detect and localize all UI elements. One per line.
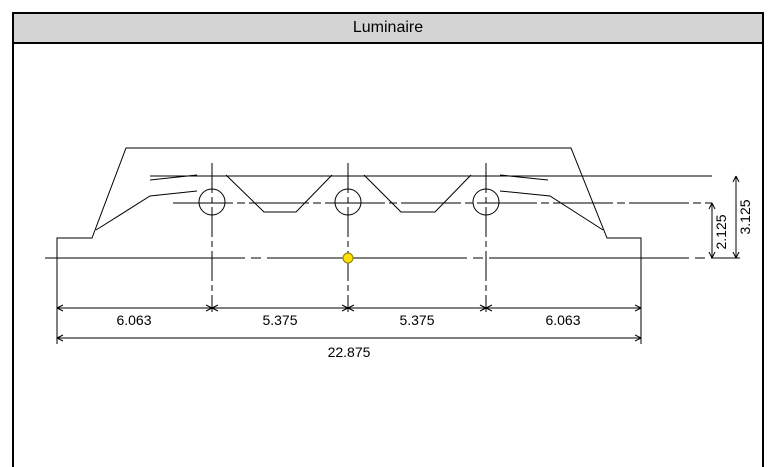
trough-right — [363, 174, 472, 213]
trough-left — [225, 174, 333, 213]
luminaire-panel: Luminaire — [12, 12, 764, 467]
dim-label-vertical-2: 3.125 — [737, 199, 753, 234]
dim-label-3: 5.375 — [399, 312, 434, 328]
reflector-left — [95, 190, 198, 231]
housing-outline — [56, 147, 642, 258]
reflector-right — [499, 190, 604, 231]
panel-title: Luminaire — [14, 14, 762, 44]
dim-label-1: 6.063 — [116, 312, 151, 328]
origin-marker — [342, 252, 354, 264]
dim-label-4: 6.063 — [545, 312, 580, 328]
dim-label-2: 5.375 — [262, 312, 297, 328]
dim-label-overall: 22.875 — [328, 344, 371, 360]
dim-label-vertical-1: 2.125 — [713, 214, 729, 249]
